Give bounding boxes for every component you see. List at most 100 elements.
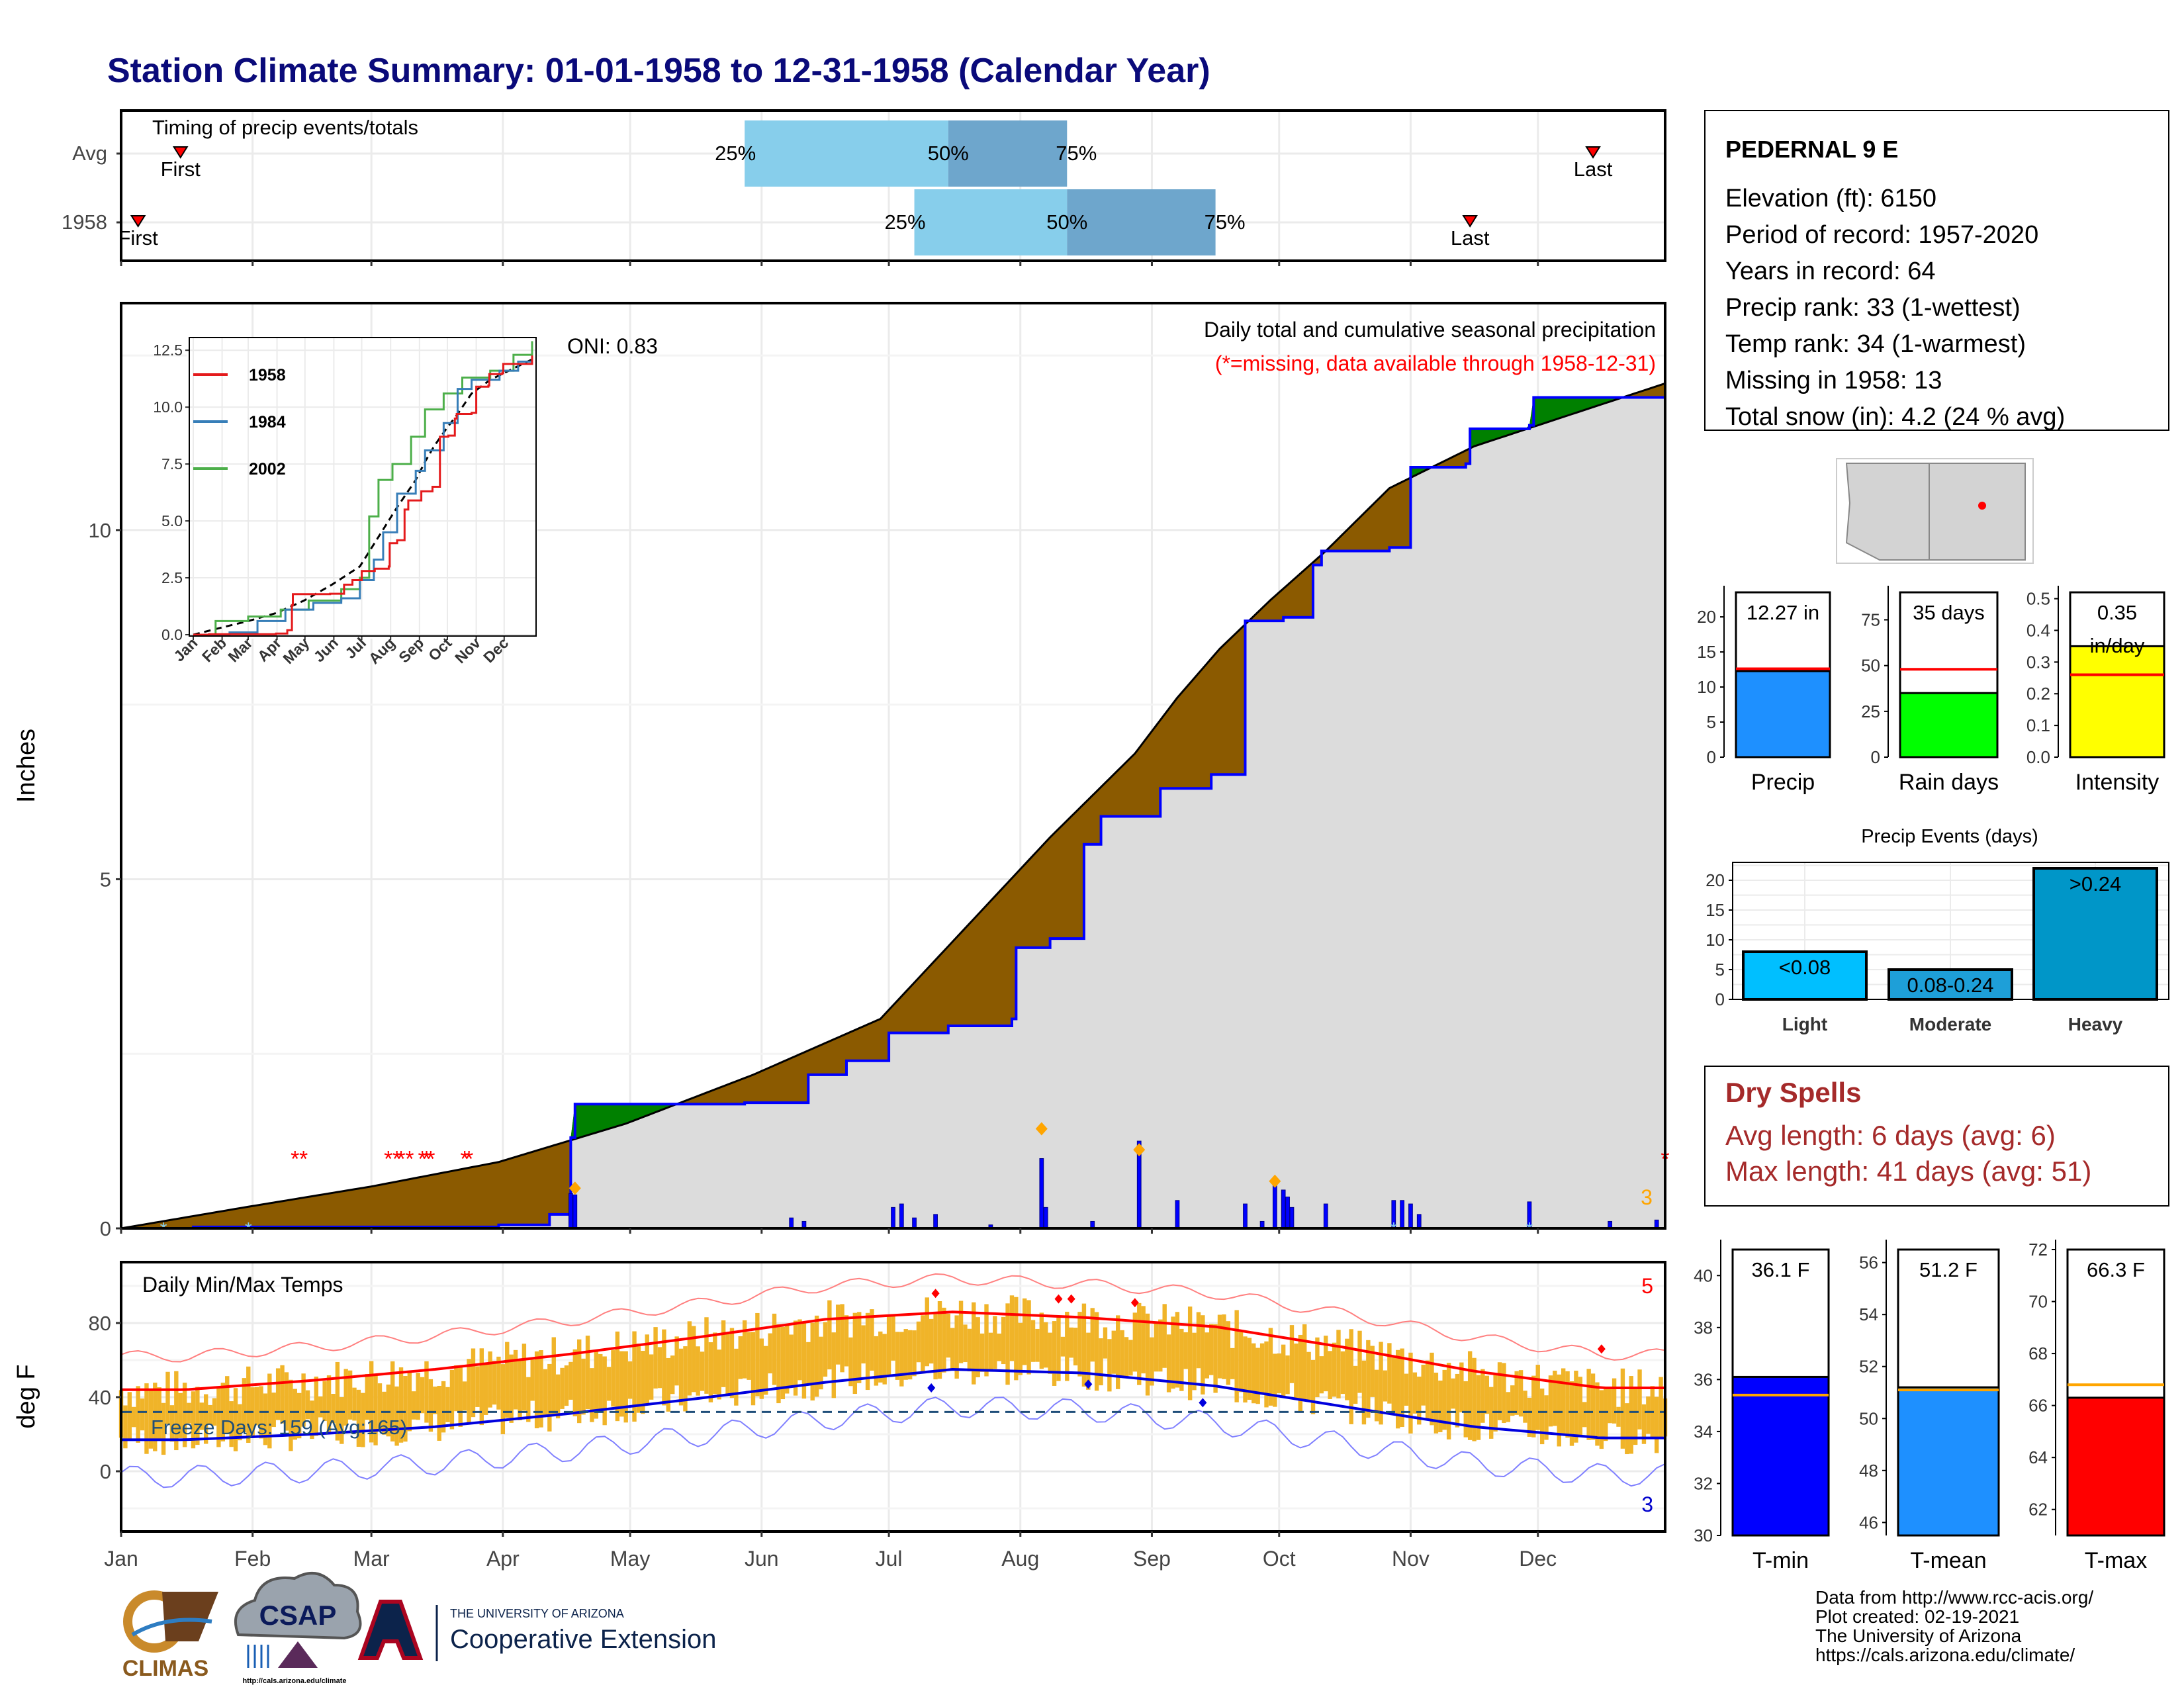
daily-temp-bar [882,1334,887,1385]
daily-temp-bar [1370,1346,1375,1397]
daily-temp-bar [1659,1377,1663,1438]
temp-bar-tick-label: 54 [1859,1304,1878,1324]
daily-temp-bar [666,1357,671,1412]
daily-temp-bar [564,1365,569,1406]
temp-bar-label: T-min [1752,1548,1809,1573]
daily-temp-bar [1539,1389,1545,1445]
daily-temp-bar [161,1402,166,1455]
observed-cumulative-line [121,371,1666,1230]
ua-big-text: Cooperative Extension [450,1625,716,1654]
daily-temp-bar [619,1351,624,1417]
timing-bar-25-50 [745,120,948,187]
daily-precip-bar [1281,1189,1286,1229]
daily-temp-bar [1604,1388,1608,1441]
daily-temp-bar [416,1373,420,1420]
daily-temp-bar [1128,1340,1133,1376]
precip-bar-tick-label: 20 [1697,607,1716,627]
events-category-label: Moderate [1909,1014,1991,1034]
daily-temp-bar [271,1393,276,1428]
daily-temp-bar [314,1376,319,1436]
daily-temp-bar [1629,1376,1633,1454]
daily-temp-bar [577,1339,582,1424]
daily-temp-bar [674,1336,679,1386]
daily-temp-bar [704,1317,709,1394]
precip-bar-tick-label: 0.2 [2026,684,2050,704]
daily-temp-bar [530,1359,535,1401]
daily-precip-bar [1043,1207,1048,1229]
daily-temp-bar [1298,1334,1302,1412]
inset-y-tick-label: 5.0 [161,512,183,529]
daily-temp-bar [979,1333,985,1372]
daily-temp-bar [606,1367,612,1401]
daily-temp-bar [1205,1332,1209,1379]
daily-temp-bar [1137,1303,1142,1385]
daily-temp-bar [1489,1387,1494,1439]
station-location-dot [1978,502,1986,510]
timing-label: Timing of precip events/totals [152,116,418,139]
dry-spells-title: Dry Spells [1725,1077,1861,1108]
daily-temp-bar [937,1301,942,1379]
main-y-tick-label: 0 [100,1217,111,1240]
daily-temp-bar [1094,1312,1099,1391]
daily-temp-bar [1408,1352,1413,1434]
map-new-mexico [1929,463,2026,561]
daily-temp-bar [1586,1369,1591,1440]
daily-temp-bar [479,1348,484,1426]
precip-bar-tick-label: 10 [1697,677,1716,697]
daily-temp-bar [1048,1332,1052,1374]
timing-p50-label: 50% [928,142,969,165]
daily-temp-bar [1484,1375,1490,1414]
daily-temp-bar [1383,1370,1388,1402]
daily-temp-bar [1324,1336,1328,1392]
daily-temp-bar [1209,1324,1214,1375]
daily-temp-bar [878,1331,883,1383]
daily-temp-bar [1251,1343,1256,1404]
temp-bar-tick-label: 68 [2028,1344,2048,1363]
temp-bar-tick-label: 50 [1859,1408,1878,1428]
record-low-marker [1199,1398,1207,1408]
daily-temp-bar [390,1361,395,1441]
temp-y-tick-label: 0 [100,1460,111,1483]
daily-temp-bar [683,1346,688,1412]
temp-bar-value-label: 36.1 F [1752,1258,1810,1281]
daily-temp-bar [844,1315,849,1367]
month-tick-label: Nov [1392,1547,1430,1571]
record-event-marker [1133,1143,1146,1157]
daily-temp-bar [933,1314,938,1380]
daily-temp-bar [687,1321,692,1396]
daily-temp-bar [132,1406,136,1428]
daily-temp-bar [340,1397,344,1444]
daily-temp-bar [1039,1312,1044,1369]
daily-temp-bar [848,1337,853,1387]
temp-bar-tick-label: 70 [2028,1292,2048,1312]
precip-bar-label: Precip [1751,770,1815,795]
daily-temp-bar [1506,1392,1511,1422]
daily-temp-bar [700,1351,705,1391]
daily-temp-bar [1268,1328,1273,1406]
temp-y-label: deg F [13,1364,40,1428]
daily-temp-bar [1201,1315,1205,1394]
main-y-tick-label: 10 [89,519,111,542]
daily-temp-bar [475,1366,480,1407]
daily-temp-bar [1654,1396,1659,1453]
daily-temp-bar [1065,1311,1069,1381]
daily-temp-bar [1442,1369,1447,1430]
daily-precip-bar [1408,1203,1413,1229]
daily-temp-bar [1183,1332,1188,1369]
daily-temp-bar [1502,1363,1506,1424]
month-tick-label: Mar [353,1547,390,1571]
daily-temp-bar [921,1315,925,1372]
month-tick-label: Dec [1519,1547,1557,1571]
daily-temp-bar [1612,1378,1617,1424]
daily-temp-bar [1103,1327,1108,1359]
daily-temp-bar [1056,1315,1061,1381]
daily-temp-bar [827,1300,832,1370]
daily-temp-bar [242,1378,247,1433]
daily-temp-bar [382,1391,387,1435]
precip-bar-value [1735,670,1831,758]
daily-temp-bar [1582,1402,1587,1428]
daily-temp-bar [742,1320,747,1379]
daily-temp-bar [581,1358,586,1415]
daily-temp-bar [1557,1374,1561,1447]
daily-temp-bar [1302,1324,1307,1400]
